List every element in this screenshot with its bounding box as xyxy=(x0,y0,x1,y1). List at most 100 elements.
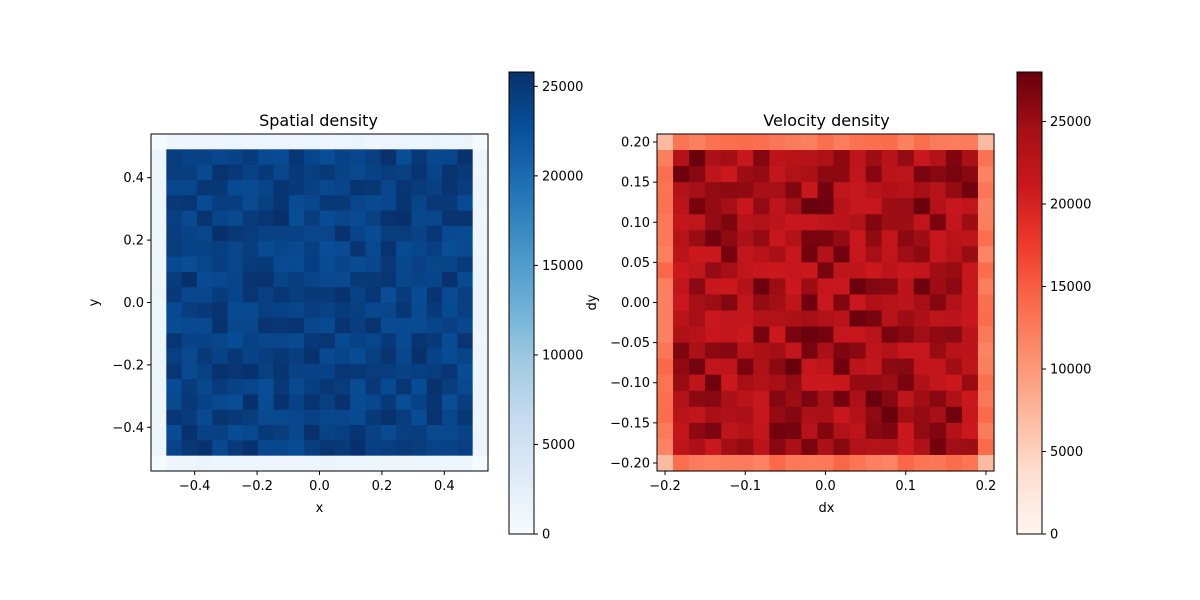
heatmap-cell xyxy=(304,179,321,196)
heatmap-cell xyxy=(705,166,722,183)
heatmap-cell xyxy=(721,182,738,199)
heatmap-cell xyxy=(396,455,413,472)
heatmap-cell xyxy=(737,310,754,328)
heatmap-cell xyxy=(288,455,305,472)
heatmap-cell xyxy=(721,150,738,167)
heatmap-cell xyxy=(196,287,213,304)
heatmap-cell xyxy=(181,440,198,457)
heatmap-cell xyxy=(737,134,754,151)
y-tick-label: 0.00 xyxy=(621,296,650,311)
heatmap-cell xyxy=(196,425,213,441)
heatmap-cell xyxy=(673,246,690,263)
heatmap-cell xyxy=(273,394,290,411)
heatmap-cell xyxy=(242,225,259,242)
heatmap-cell xyxy=(258,440,275,457)
heatmap-cell xyxy=(258,210,275,227)
heatmap-cell xyxy=(212,287,229,304)
heatmap-cell xyxy=(673,230,690,247)
heatmap-cell xyxy=(753,422,770,440)
heatmap-cell xyxy=(166,302,183,319)
heatmap-cell xyxy=(721,406,738,424)
heatmap-cell xyxy=(288,210,305,227)
heatmap-cell xyxy=(865,294,883,312)
heatmap-cell xyxy=(426,379,443,396)
heatmap-cells xyxy=(151,134,489,472)
heatmap-cell xyxy=(721,134,738,151)
heatmap-cell xyxy=(212,210,229,227)
heatmap-cell xyxy=(913,246,931,263)
heatmap-cell xyxy=(196,179,213,196)
heatmap-cell xyxy=(833,422,851,440)
heatmap-cell xyxy=(288,164,305,181)
heatmap-cell xyxy=(350,425,367,441)
heatmap-cell xyxy=(785,390,803,408)
heatmap-cell xyxy=(865,422,883,440)
heatmap-cell xyxy=(288,241,305,258)
heatmap-cell xyxy=(273,409,290,426)
heatmap-cell xyxy=(227,164,244,181)
heatmap-cell xyxy=(753,406,770,424)
heatmap-cell xyxy=(380,333,397,350)
y-tick-label: 0.15 xyxy=(621,176,650,191)
heatmap-cell xyxy=(817,454,835,472)
heatmap-cell xyxy=(817,342,835,360)
heatmap-cell xyxy=(753,198,770,215)
heatmap-cell xyxy=(673,150,690,167)
heatmap-cell xyxy=(785,134,803,151)
heatmap-cell xyxy=(472,302,489,319)
heatmap-cell xyxy=(945,198,963,215)
heatmap-cell xyxy=(151,363,167,380)
heatmap-cell xyxy=(945,262,963,280)
heatmap-cell xyxy=(334,210,351,227)
heatmap-cell xyxy=(657,198,674,215)
heatmap-cell xyxy=(472,440,489,457)
heatmap-cell xyxy=(705,310,722,328)
heatmap-cell xyxy=(769,278,786,296)
colorbar-tick-label: 5000 xyxy=(542,438,575,453)
heatmap-cell xyxy=(865,166,883,183)
heatmap-cell xyxy=(396,149,413,166)
heatmap-cell xyxy=(380,348,397,365)
heatmap-cell xyxy=(961,230,979,247)
heatmap-cell xyxy=(166,379,183,396)
heatmap-cell xyxy=(319,440,336,457)
heatmap-cell xyxy=(181,225,198,242)
heatmap-cell xyxy=(426,409,443,426)
heatmap-cell xyxy=(319,134,336,150)
heatmap-cell xyxy=(737,438,754,456)
heatmap-cell xyxy=(196,134,213,150)
heatmap-cell xyxy=(365,317,382,334)
heatmap-cell xyxy=(785,454,803,472)
heatmap-cell xyxy=(849,438,867,456)
heatmap-cell xyxy=(319,256,336,273)
velocity-density-chart: Velocity density −0.2 −0.1 0.0 0.1 0.2 −0.20… xyxy=(585,71,1091,543)
heatmap-cell xyxy=(865,326,883,344)
heatmap-cell xyxy=(319,379,336,396)
heatmap-cell xyxy=(945,166,963,183)
heatmap-cell xyxy=(273,256,290,273)
heatmap-cell xyxy=(181,241,198,258)
heatmap-cell xyxy=(380,379,397,396)
heatmap-cell xyxy=(801,454,819,472)
heatmap-cell xyxy=(273,363,290,380)
heatmap-cell xyxy=(304,348,321,365)
heatmap-cell xyxy=(457,379,474,396)
heatmap-cell xyxy=(657,278,674,296)
heatmap-cell xyxy=(737,278,754,296)
heatmap-cell xyxy=(801,230,819,247)
heatmap-cell xyxy=(689,198,706,215)
heatmap-cell xyxy=(304,379,321,396)
heatmap-cell xyxy=(689,134,706,151)
heatmap-cell xyxy=(365,440,382,457)
x-tick-label: −0.1 xyxy=(729,479,761,494)
heatmap-cell xyxy=(657,454,674,472)
heatmap-cell xyxy=(350,164,367,181)
heatmap-cell xyxy=(442,210,458,227)
heatmap-cell xyxy=(705,150,722,167)
heatmap-cell xyxy=(977,422,995,440)
heatmap-cell xyxy=(380,134,397,150)
heatmap-cell xyxy=(166,287,183,304)
heatmap-cell xyxy=(721,310,738,328)
heatmap-cell xyxy=(273,164,290,181)
heatmap-cell xyxy=(181,317,198,334)
